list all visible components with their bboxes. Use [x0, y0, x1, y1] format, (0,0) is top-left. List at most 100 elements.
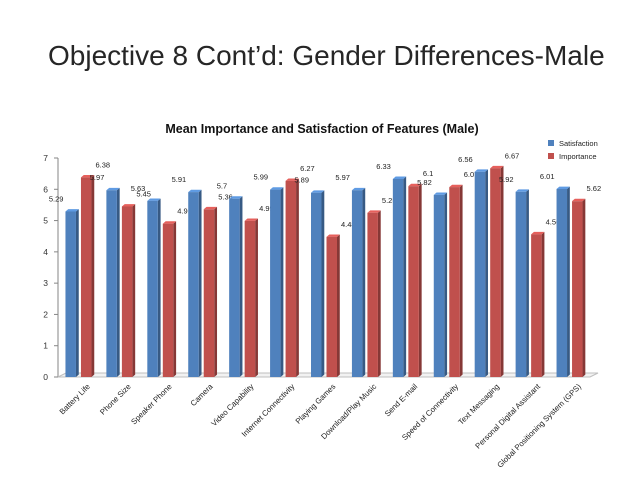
bar-importance	[408, 186, 419, 377]
bar-importance	[531, 234, 542, 377]
bar-top	[147, 198, 161, 201]
bar-top	[285, 178, 299, 181]
bar-satisfaction	[351, 190, 363, 377]
bar-side	[377, 210, 381, 377]
bar-side	[459, 184, 463, 377]
bar-top	[80, 174, 95, 178]
bar-top	[121, 204, 136, 207]
category-label: Text Messaging	[456, 382, 501, 427]
bar-top	[490, 165, 504, 169]
bar-top	[65, 209, 79, 212]
bar-side	[91, 174, 95, 377]
bar-side	[485, 169, 488, 377]
bar-satisfaction	[106, 190, 117, 377]
bar-importance	[367, 212, 378, 377]
bar-side	[280, 187, 284, 377]
category-label: Phone Size	[98, 382, 133, 417]
category-label: Speaker Phone	[129, 382, 173, 426]
bar-importance	[80, 177, 92, 377]
bar-side	[75, 209, 79, 377]
bar-side	[214, 206, 218, 377]
bar-top	[311, 190, 325, 193]
y-tick-label: 0	[43, 372, 48, 382]
bar-satisfaction	[188, 192, 199, 377]
bar-top	[392, 176, 407, 179]
data-label: 5.7	[217, 182, 227, 191]
bar-side	[403, 176, 407, 377]
bar-side	[541, 231, 545, 377]
data-label: 5.45	[136, 189, 151, 198]
bar-satisfaction	[229, 198, 240, 377]
bar-side	[239, 196, 243, 377]
bar-importance	[572, 201, 583, 377]
bar-top	[408, 183, 422, 187]
bar-satisfaction	[433, 194, 445, 377]
bar-side	[567, 186, 570, 377]
data-label: 4.99	[259, 204, 274, 213]
data-label: 4.56	[546, 217, 561, 226]
data-label: 5.97	[335, 173, 350, 182]
data-label: 5.91	[172, 175, 187, 184]
bar-satisfaction	[147, 200, 158, 377]
bar-importance	[326, 236, 337, 377]
data-label: 4.48	[341, 220, 356, 229]
category-label: Send E-mail	[383, 382, 420, 419]
bar-side	[132, 204, 136, 377]
data-label: 6.33	[376, 162, 391, 171]
bar-satisfaction	[65, 211, 76, 377]
bar-top	[244, 218, 258, 221]
data-label: 5.29	[49, 194, 64, 203]
legend-label: Satisfaction	[559, 139, 598, 148]
bar-importance	[285, 180, 297, 377]
bar-top	[106, 187, 120, 191]
data-label: 5.97	[90, 173, 105, 182]
bar-top	[433, 192, 448, 195]
bar-side	[173, 221, 177, 377]
chart-title: Mean Importance and Satisfaction of Feat…	[165, 122, 478, 136]
data-label: 6.07	[464, 170, 479, 179]
slide-title: Objective 8 Cont’d: Gender Differences-M…	[48, 40, 605, 71]
legend-swatch	[548, 140, 554, 146]
bar-satisfaction	[515, 191, 527, 377]
data-label: 5.63	[131, 184, 146, 193]
legend-label: Importance	[559, 152, 597, 161]
bar-side	[362, 187, 366, 377]
bar-side	[418, 183, 422, 377]
bar-top	[449, 184, 463, 188]
data-label: 5.62	[587, 184, 602, 193]
bar-top	[270, 187, 284, 190]
bar-top	[203, 206, 218, 210]
bar-top	[229, 196, 243, 199]
y-tick-label: 5	[43, 216, 48, 226]
bar-side	[444, 192, 448, 377]
bar-importance	[490, 168, 501, 377]
bar-satisfaction	[556, 188, 568, 377]
data-label: 6.27	[300, 164, 315, 173]
bar-importance	[244, 220, 256, 377]
bar-side	[198, 189, 202, 377]
bar-satisfaction	[474, 171, 486, 377]
bar-importance	[162, 223, 174, 377]
bar-top	[572, 198, 586, 202]
bar-top	[474, 169, 488, 172]
category-label: Video Capability	[209, 382, 255, 428]
bar-side	[582, 198, 586, 377]
bar-top	[531, 231, 545, 235]
bar-importance	[203, 209, 215, 377]
y-tick-label: 7	[43, 153, 48, 163]
bar-importance	[121, 206, 133, 377]
y-tick-label: 4	[43, 247, 48, 257]
bar-top	[326, 234, 340, 237]
bar-satisfaction	[392, 178, 404, 377]
bar-top	[367, 210, 381, 213]
y-tick-label: 2	[43, 309, 48, 319]
bar-top	[351, 187, 366, 191]
bar-top	[162, 221, 177, 224]
y-tick-label: 6	[43, 184, 48, 194]
data-label: 6.56	[458, 155, 473, 164]
data-label: 6.01	[540, 172, 555, 181]
bar-side	[500, 165, 504, 377]
bar-satisfaction	[270, 189, 281, 377]
